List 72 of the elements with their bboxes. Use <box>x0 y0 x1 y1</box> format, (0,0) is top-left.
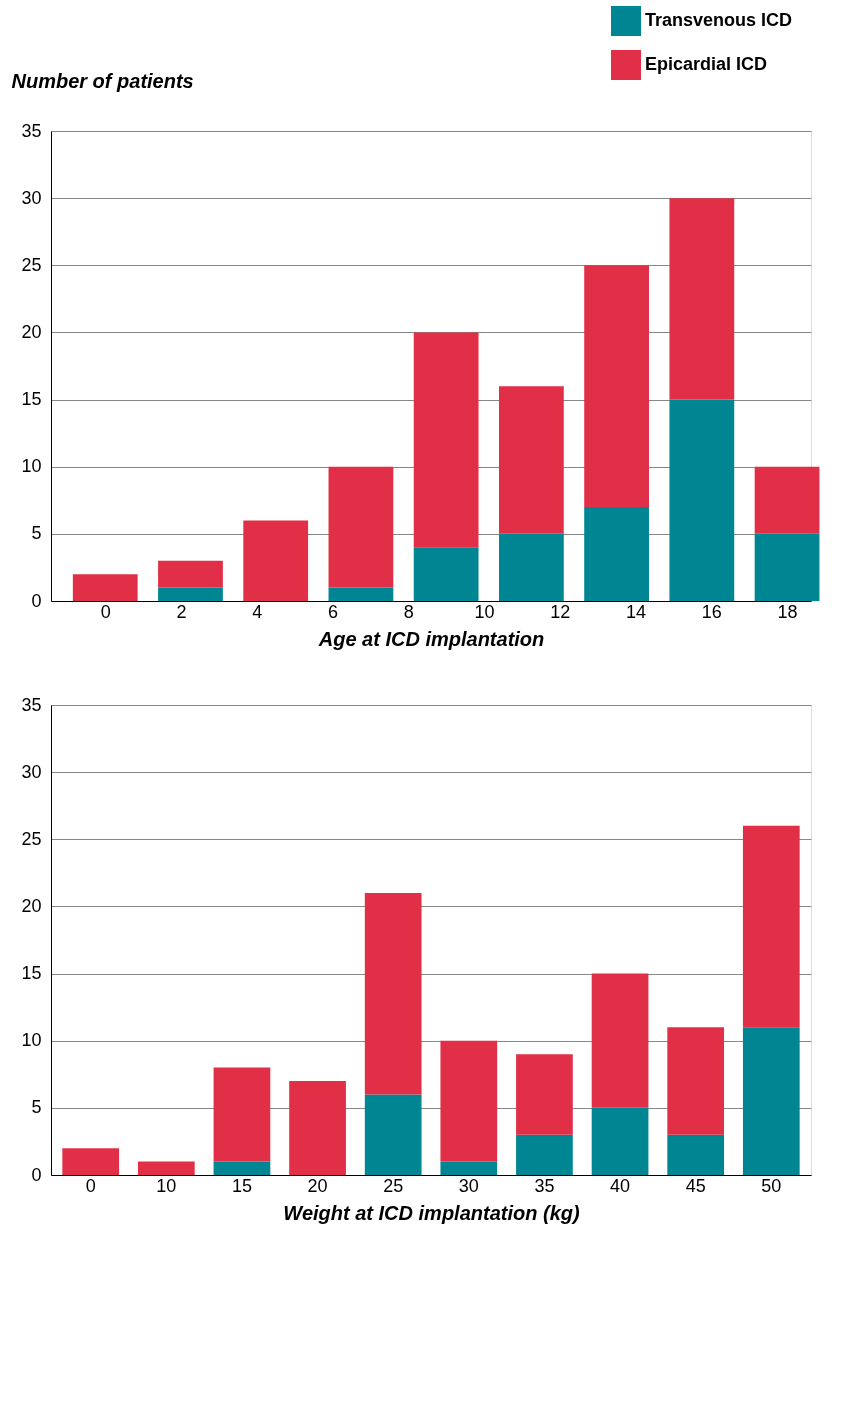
legend-label: Epicardial ICD <box>645 54 768 74</box>
y-tick-label: 25 <box>21 828 42 849</box>
x-tick-label: 0 <box>85 1175 96 1196</box>
x-tick-label: 10 <box>474 601 495 622</box>
bar <box>413 547 479 601</box>
bar <box>754 466 820 534</box>
x-tick-label: 12 <box>550 601 571 622</box>
y-tick-label: 25 <box>21 254 42 275</box>
bar <box>498 533 564 601</box>
x-tick-label: 0 <box>100 601 111 622</box>
bar <box>669 399 735 601</box>
legend-label: Transvenous ICD <box>645 10 793 30</box>
x-tick-label: 35 <box>534 1175 555 1196</box>
bar <box>742 825 800 1028</box>
bar <box>364 1094 422 1175</box>
bar <box>584 265 649 507</box>
bar <box>72 574 138 601</box>
y-tick-label: 20 <box>21 321 42 342</box>
bar <box>137 1161 195 1175</box>
y-tick-label: 10 <box>21 456 42 477</box>
x-tick-label: 25 <box>383 1175 404 1196</box>
x-tick-label: 8 <box>403 601 414 622</box>
bar <box>667 1027 725 1135</box>
x-tick-label: 15 <box>231 1175 252 1196</box>
bar <box>591 1107 649 1175</box>
x-tick-label: 45 <box>685 1175 706 1196</box>
y-tick-label: 35 <box>21 120 42 141</box>
x-axis-title: Age at ICD implantation <box>317 627 545 650</box>
x-tick-label: 4 <box>252 601 263 622</box>
x-tick-label: 30 <box>458 1175 479 1196</box>
bar <box>440 1040 498 1162</box>
y-tick-label: 15 <box>21 963 42 984</box>
bar <box>516 1054 573 1135</box>
bar <box>742 1027 800 1175</box>
bar <box>591 973 649 1108</box>
bar <box>243 520 309 601</box>
x-tick-label: 16 <box>701 601 722 622</box>
bar <box>158 560 223 588</box>
bar <box>328 466 394 588</box>
bar <box>62 1148 120 1175</box>
bar <box>667 1134 725 1175</box>
bar <box>213 1067 271 1162</box>
bar <box>158 587 223 601</box>
y-tick-label: 20 <box>21 895 42 916</box>
bar <box>440 1161 498 1175</box>
bar <box>516 1134 573 1175</box>
x-tick-label: 20 <box>307 1175 328 1196</box>
y-tick-label: 10 <box>21 1030 42 1051</box>
bar <box>498 386 564 534</box>
x-tick-label: 14 <box>626 601 647 622</box>
y-axis-title: Number of patients <box>11 69 194 92</box>
bar <box>328 587 394 601</box>
x-tick-label: 2 <box>176 601 187 622</box>
bar <box>413 332 479 548</box>
bar <box>289 1081 346 1175</box>
bar <box>754 533 820 601</box>
x-axis-title: Weight at ICD implantation (kg) <box>283 1201 580 1224</box>
bar <box>669 198 735 400</box>
x-tick-label: 10 <box>156 1175 177 1196</box>
y-tick-label: 5 <box>31 1097 42 1118</box>
x-tick-label: 6 <box>328 601 339 622</box>
x-tick-label: 50 <box>761 1175 782 1196</box>
x-tick-label: 18 <box>777 601 798 622</box>
y-tick-label: 5 <box>31 523 42 544</box>
y-tick-label: 35 <box>21 694 42 715</box>
bar <box>213 1161 271 1175</box>
bar <box>584 507 649 601</box>
bar <box>364 893 422 1095</box>
y-tick-label: 30 <box>21 761 42 782</box>
x-tick-label: 40 <box>610 1175 631 1196</box>
y-tick-label: 15 <box>21 389 42 410</box>
y-tick-label: 30 <box>21 187 42 208</box>
